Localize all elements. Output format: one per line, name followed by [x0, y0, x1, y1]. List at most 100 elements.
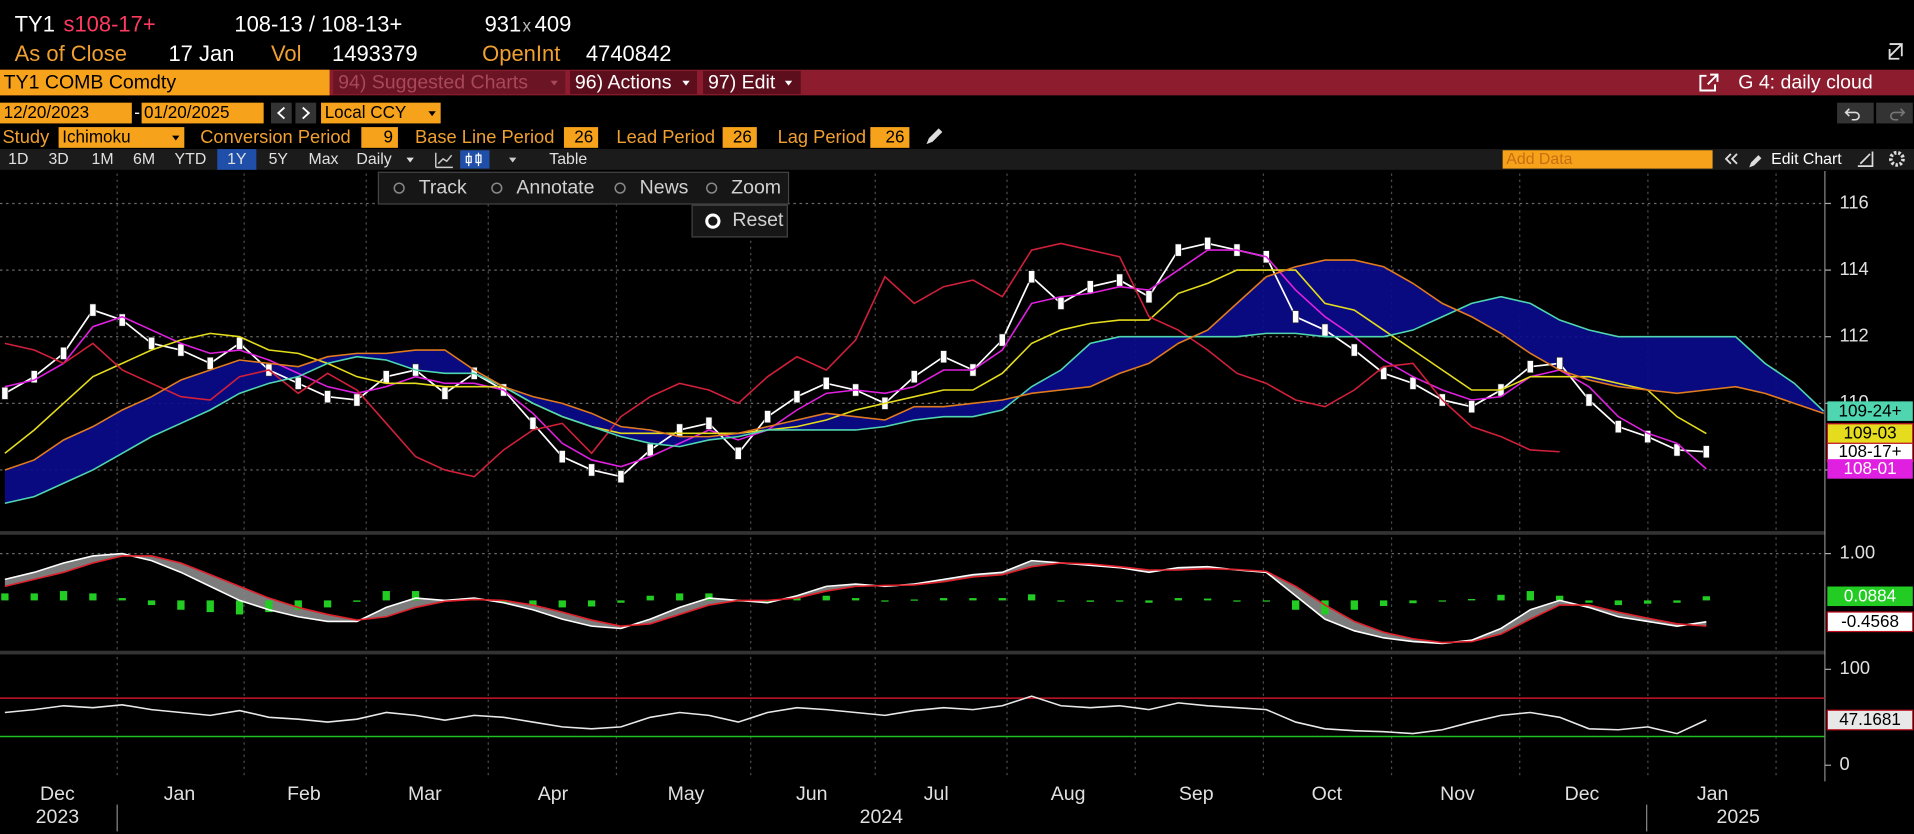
price-candle [1086, 280, 1094, 294]
histogram-bar [1555, 595, 1564, 601]
openint-label: OpenInt [482, 41, 560, 66]
add-data[interactable]: Add Data [1506, 151, 1572, 168]
currency[interactable]: Local CCY [325, 103, 407, 122]
dropdown-arrow [172, 135, 180, 141]
last-value-label: 0.0884 [1844, 586, 1896, 605]
price-candle [148, 336, 155, 350]
study-name[interactable]: Ichimoku [62, 128, 130, 147]
study-box[interactable] [58, 127, 185, 148]
chart-name[interactable]: G 4: daily cloud [1738, 71, 1873, 93]
histogram-bar [382, 591, 390, 601]
x-tick-label: Dec [40, 783, 75, 805]
year-label: 2025 [1717, 806, 1761, 828]
vol-label: Vol [271, 41, 302, 66]
period-button[interactable]: Max [308, 151, 338, 168]
price-candle [793, 390, 801, 404]
start-date-box[interactable] [0, 102, 132, 124]
histogram-bar [998, 598, 1006, 601]
price-candle [353, 393, 361, 407]
histogram-bar [59, 591, 68, 601]
period-button[interactable]: 6M [133, 151, 155, 168]
price-candle [1028, 270, 1035, 284]
year-label: 2024 [860, 806, 904, 828]
last-value-label: 108-17+ [1838, 442, 1901, 461]
suggested-charts[interactable]: 94) Suggested Charts [338, 71, 528, 93]
histogram-bar [1262, 600, 1270, 602]
panel-separator [0, 531, 1825, 535]
edit-button[interactable] [703, 70, 801, 95]
ask-size: 409 [535, 12, 572, 37]
price-candle [294, 376, 302, 390]
period-button[interactable]: 1M [92, 151, 114, 168]
nav-arrow [276, 106, 286, 120]
param-box[interactable] [361, 127, 398, 148]
actions[interactable]: 96) Actions [575, 71, 672, 93]
security[interactable]: TY1 COMB Comdty [4, 71, 177, 93]
reset[interactable]: Reset [732, 209, 784, 231]
period-button[interactable]: 1D [8, 151, 28, 168]
price-candle [734, 446, 742, 460]
pencil-icon [1749, 155, 1762, 168]
dropdown-arrow [784, 80, 793, 86]
edit[interactable]: 97) Edit [708, 71, 776, 93]
last-value-tag [1827, 586, 1913, 607]
last-value-tag [1827, 459, 1913, 479]
last-value-label: 109-24+ [1838, 401, 1901, 420]
table-button[interactable]: Table [549, 151, 587, 168]
histogram-bar [969, 598, 977, 601]
nav-button[interactable] [295, 102, 317, 124]
param-value[interactable]: 26 [886, 128, 905, 147]
histogram-bar [118, 598, 126, 601]
start-date[interactable]: 12/20/2023 [4, 103, 89, 122]
param-box[interactable] [563, 127, 599, 148]
add-data-box[interactable] [1502, 150, 1713, 169]
param-box[interactable] [870, 127, 910, 148]
dropdown-arrow [509, 157, 517, 163]
last-price: s108-17+ [63, 12, 155, 37]
size-x: x [522, 17, 531, 36]
nav-button[interactable] [270, 102, 292, 124]
histogram-bar [206, 600, 214, 613]
tool-button[interactable]: Annotate [516, 176, 594, 198]
security-box[interactable] [0, 69, 330, 96]
price-candle [89, 303, 97, 317]
histogram-bar [1174, 598, 1182, 601]
currency-box[interactable] [321, 102, 441, 124]
histogram-bar [1145, 600, 1153, 603]
tool-button[interactable]: News [640, 176, 689, 198]
period-button[interactable]: YTD [175, 151, 207, 168]
param-value[interactable]: 9 [384, 128, 394, 147]
end-date-box[interactable] [141, 102, 264, 124]
period-button[interactable]: 3D [48, 151, 68, 168]
last-value-label: 108-01 [1843, 459, 1896, 478]
edit-chart[interactable]: Edit Chart [1771, 151, 1842, 168]
price-candle [1321, 323, 1329, 337]
bid-ask: 108-13 / 108-13+ [234, 12, 402, 37]
tool-button[interactable]: Zoom [731, 176, 781, 198]
histogram-bar [646, 595, 654, 601]
price-candle [1116, 273, 1123, 287]
param-box[interactable] [722, 127, 757, 148]
price-candle [1145, 290, 1153, 304]
dropdown-arrow [550, 80, 558, 86]
price-candle [1057, 296, 1065, 310]
tool-button[interactable]: Track [419, 176, 467, 198]
period-button[interactable]: 1Y [227, 151, 247, 168]
param-value[interactable]: 26 [574, 128, 593, 147]
histogram-bar [1673, 600, 1681, 603]
histogram-bar [587, 600, 596, 607]
histogram-bar [529, 600, 537, 606]
tool-icon [614, 182, 626, 194]
histogram-bar [1233, 600, 1241, 602]
x-tick-label: Jul [924, 783, 949, 805]
frequency[interactable]: Daily [356, 151, 391, 168]
x-tick-label: May [668, 783, 705, 805]
period-button[interactable]: 5Y [269, 151, 289, 168]
actions-button[interactable] [570, 70, 697, 95]
suggested-button[interactable] [333, 70, 566, 95]
edit-icon [1857, 151, 1874, 168]
param-value[interactable]: 26 [733, 128, 752, 147]
candle-icon-bg [460, 150, 490, 169]
price-candle [998, 333, 1006, 347]
end-date[interactable]: 01/20/2025 [144, 103, 229, 122]
